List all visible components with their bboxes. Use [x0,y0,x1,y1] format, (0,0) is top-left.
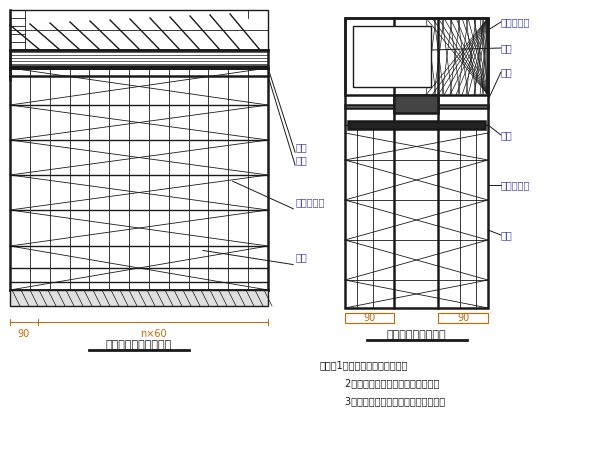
Text: 叠梁施工文架立面图: 叠梁施工文架立面图 [386,330,446,340]
Text: 碗扣式支架: 碗扣式支架 [501,180,530,190]
Text: 3、支架高度根据墩柱高度进行调整。: 3、支架高度根据墩柱高度进行调整。 [320,396,445,406]
Bar [10,68,268,290]
Text: 90: 90 [364,313,376,323]
Bar [345,18,488,95]
Bar [353,26,431,87]
Bar [10,50,268,66]
Bar [348,121,485,129]
Text: 墩柱: 墩柱 [296,252,308,262]
Bar [10,290,268,306]
Text: 纵梁: 纵梁 [501,130,513,140]
Text: 安全防护网: 安全防护网 [501,17,530,27]
Text: 纵梁: 纵梁 [296,155,308,165]
Text: n×60: n×60 [140,329,166,339]
Text: 90: 90 [18,329,30,339]
Bar [345,313,394,323]
Text: 横梁: 横梁 [296,142,308,152]
Text: 碗扣式支架: 碗扣式支架 [296,197,325,207]
Bar [10,10,268,50]
Text: 横梁: 横梁 [501,67,513,77]
Bar [345,18,488,308]
Text: 90: 90 [457,313,469,323]
Text: 墩柱: 墩柱 [501,230,513,240]
Text: 叠梁施工文架横断面图: 叠梁施工文架横断面图 [106,340,172,350]
Bar [438,313,488,323]
Bar [394,95,438,113]
Text: 2、支架底都坐在处理好的地基上，: 2、支架底都坐在处理好的地基上， [320,378,439,388]
Text: 侧模: 侧模 [501,43,513,53]
Text: 说明：1、本图尺寸均以厘米计，: 说明：1、本图尺寸均以厘米计， [320,360,409,370]
